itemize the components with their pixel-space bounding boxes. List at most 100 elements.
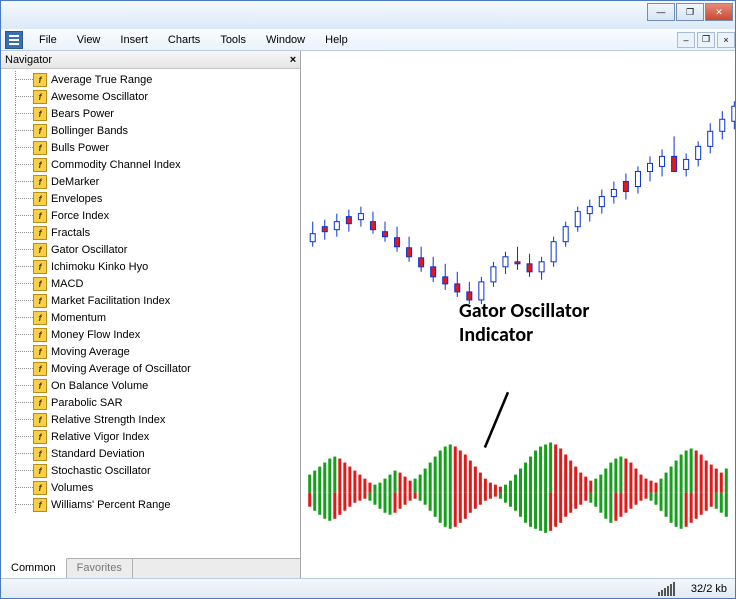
- function-icon: f: [33, 209, 47, 223]
- function-icon: f: [33, 311, 47, 325]
- indicator-item[interactable]: f Relative Strength Index: [1, 411, 300, 428]
- indicator-label: On Balance Volume: [51, 380, 148, 392]
- function-icon: f: [33, 124, 47, 138]
- indicator-item[interactable]: fAwesome Oscillator: [1, 88, 300, 105]
- indicator-item[interactable]: f DeMarker: [1, 173, 300, 190]
- indicator-item[interactable]: f Relative Vigor Index: [1, 428, 300, 445]
- indicator-item[interactable]: f Envelopes: [1, 190, 300, 207]
- indicator-item[interactable]: f Market Facilitation Index: [1, 292, 300, 309]
- function-icon: f: [33, 90, 47, 104]
- indicator-item[interactable]: f Standard Deviation: [1, 445, 300, 462]
- function-icon: f: [33, 73, 47, 87]
- indicator-item[interactable]: f Money Flow Index: [1, 326, 300, 343]
- indicator-item[interactable]: f Average True Range: [1, 71, 300, 88]
- connection-bars-icon: [658, 582, 675, 596]
- indicator-label: Market Facilitation Index: [51, 295, 170, 307]
- indicator-label: Bulls Power: [51, 142, 109, 154]
- navigator-tab-favorites[interactable]: Favorites: [67, 559, 133, 578]
- indicator-item[interactable]: f Moving Average: [1, 343, 300, 360]
- close-button[interactable]: ✕: [705, 3, 733, 21]
- indicator-item[interactable]: fStochastic Oscillator: [1, 462, 300, 479]
- indicator-label: Envelopes: [51, 193, 102, 205]
- function-icon: f: [33, 226, 47, 240]
- indicator-item[interactable]: f Gator Oscillator: [1, 241, 300, 258]
- indicator-item[interactable]: fWilliams' Percent Range: [1, 496, 300, 513]
- indicator-label: Bears Power: [51, 108, 114, 120]
- menu-window[interactable]: Window: [256, 31, 315, 49]
- function-icon: f: [33, 158, 47, 172]
- workarea: Navigator × f Average True Range fAwesome …: [1, 51, 735, 578]
- navigator-tab-common[interactable]: Common: [1, 558, 67, 578]
- indicator-label: Parabolic SAR: [51, 397, 123, 409]
- indicator-item[interactable]: f Force Index: [1, 207, 300, 224]
- mdi-controls: – ❐ ×: [675, 32, 735, 48]
- indicator-label: Force Index: [51, 210, 109, 222]
- indicator-label: Commodity Channel Index: [51, 159, 181, 171]
- indicator-item[interactable]: f Parabolic SAR: [1, 394, 300, 411]
- function-icon: f: [33, 464, 47, 478]
- function-icon: f: [33, 447, 47, 461]
- titlebar: — ❐ ✕: [1, 1, 735, 29]
- app-window: — ❐ ✕ FileViewInsertChartsToolsWindowHel…: [0, 0, 736, 599]
- function-icon: f: [33, 345, 47, 359]
- status-text: 32/2 kb: [691, 583, 727, 595]
- function-icon: f: [33, 328, 47, 342]
- menu-insert[interactable]: Insert: [110, 31, 158, 49]
- menu-file[interactable]: File: [29, 31, 67, 49]
- indicator-label: MACD: [51, 278, 83, 290]
- indicator-item[interactable]: f Bulls Power: [1, 139, 300, 156]
- navigator-close-icon[interactable]: ×: [286, 54, 300, 66]
- indicator-item[interactable]: f Bollinger Bands: [1, 122, 300, 139]
- menu-tools[interactable]: Tools: [210, 31, 256, 49]
- indicator-item[interactable]: fFractals: [1, 224, 300, 241]
- function-icon: f: [33, 413, 47, 427]
- function-icon: f: [33, 141, 47, 155]
- app-icon: [5, 31, 23, 49]
- indicator-label: Moving Average: [51, 346, 130, 358]
- function-icon: f: [33, 192, 47, 206]
- indicator-label: Standard Deviation: [51, 448, 145, 460]
- indicator-item[interactable]: fIchimoku Kinko Hyo: [1, 258, 300, 275]
- mdi-close-button[interactable]: ×: [717, 32, 735, 48]
- indicator-label: Moving Average of Oscillator: [51, 363, 191, 375]
- menu-help[interactable]: Help: [315, 31, 358, 49]
- function-icon: f: [33, 396, 47, 410]
- menu-view[interactable]: View: [67, 31, 111, 49]
- indicator-item[interactable]: f Volumes: [1, 479, 300, 496]
- function-icon: f: [33, 379, 47, 393]
- indicator-item[interactable]: f MACD: [1, 275, 300, 292]
- indicator-label: Momentum: [51, 312, 106, 324]
- indicator-label: Relative Vigor Index: [51, 431, 149, 443]
- menu-charts[interactable]: Charts: [158, 31, 210, 49]
- indicator-label: DeMarker: [51, 176, 99, 188]
- maximize-button[interactable]: ❐: [676, 3, 704, 21]
- mdi-minimize-button[interactable]: –: [677, 32, 695, 48]
- function-icon: f: [33, 277, 47, 291]
- navigator-tabs: CommonFavorites: [1, 558, 300, 578]
- indicator-label: Bollinger Bands: [51, 125, 128, 137]
- indicator-item[interactable]: f Bears Power: [1, 105, 300, 122]
- navigator-panel: Navigator × f Average True Range fAwesome …: [1, 51, 301, 578]
- indicator-item[interactable]: f Momentum: [1, 309, 300, 326]
- function-icon: f: [33, 294, 47, 308]
- function-icon: f: [33, 243, 47, 257]
- chart-pane[interactable]: Gator Oscillator Indicator: [301, 51, 735, 578]
- function-icon: f: [33, 175, 47, 189]
- indicator-item[interactable]: f On Balance Volume: [1, 377, 300, 394]
- indicator-label: Volumes: [51, 482, 93, 494]
- function-icon: f: [33, 430, 47, 444]
- mdi-restore-button[interactable]: ❐: [697, 32, 715, 48]
- function-icon: f: [33, 362, 47, 376]
- indicator-label: Relative Strength Index: [51, 414, 165, 426]
- function-icon: f: [33, 107, 47, 121]
- indicator-label: Money Flow Index: [51, 329, 140, 341]
- minimize-button[interactable]: —: [647, 3, 675, 21]
- navigator-list[interactable]: fAverage True RangefAwesome OscillatorfB…: [1, 69, 300, 558]
- function-icon: f: [33, 481, 47, 495]
- indicator-label: Average True Range: [51, 74, 152, 86]
- indicator-label: Gator Oscillator: [51, 244, 127, 256]
- navigator-title: Navigator: [5, 54, 52, 66]
- indicator-item[interactable]: f Commodity Channel Index: [1, 156, 300, 173]
- indicator-item[interactable]: f Moving Average of Oscillator: [1, 360, 300, 377]
- annotation-line2: Indicator: [459, 323, 533, 347]
